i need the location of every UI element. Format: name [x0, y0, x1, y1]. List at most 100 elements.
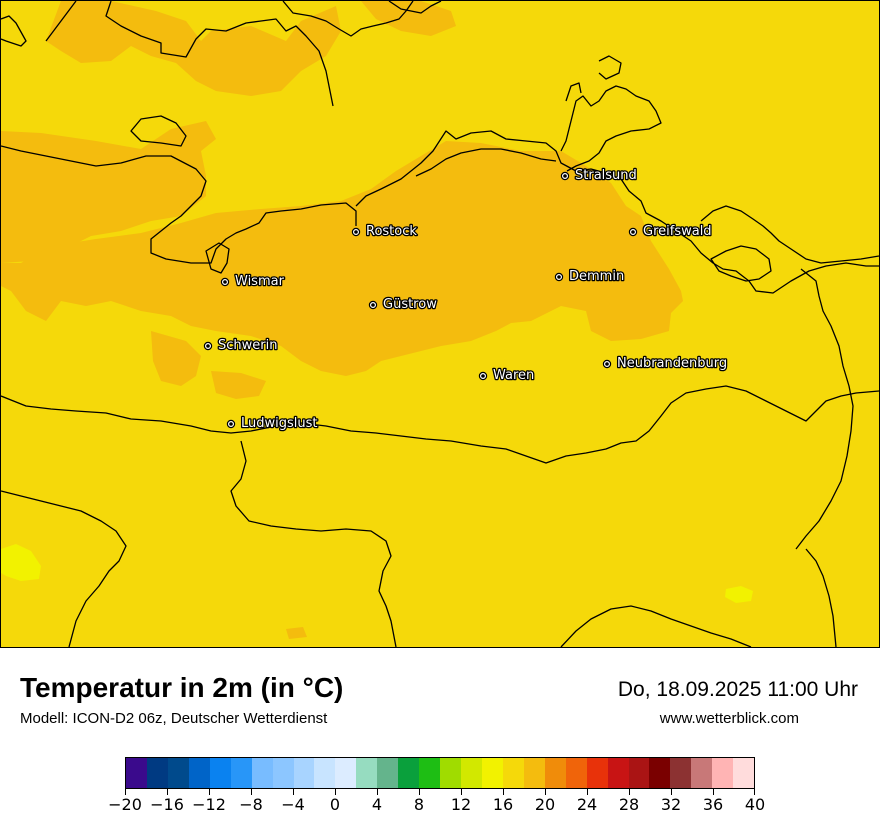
coastline-moen — [388, 1, 442, 14]
colorbar-tick — [419, 789, 420, 795]
website-link[interactable]: www.wetterblick.com — [659, 710, 799, 727]
colorbar-swatch — [356, 758, 378, 788]
city-marker: Rostock — [351, 223, 419, 240]
colorbar-tick-label: 24 — [576, 795, 598, 814]
colorbar-tick — [377, 789, 378, 795]
map-canvas: Stralsund Rostock Greifswald Wismar Demmin Gü… — [1, 1, 879, 647]
colorbar-tick — [293, 789, 294, 795]
city-dot-core — [605, 362, 609, 366]
forecast-datetime: Do, 18.09.2025 11:00 Uhr — [617, 678, 858, 701]
colorbar-tick-label: 4 — [371, 795, 383, 814]
colorbar-tick — [754, 789, 755, 795]
cool-patch-southwest — [1, 544, 41, 581]
colorbar-swatch — [670, 758, 692, 788]
city-dot-core — [481, 374, 485, 378]
state-border-west — [230, 440, 397, 647]
colorbar-swatch — [481, 758, 503, 788]
city-label: Greifswald — [643, 224, 712, 239]
colorbar-tick-label: 28 — [618, 795, 640, 814]
colorbar-tick — [713, 789, 714, 795]
colorbar-tick — [251, 789, 252, 795]
colorbar-tick-label: −20 — [108, 795, 142, 814]
city-label: Waren — [493, 368, 534, 383]
colorbar-swatch — [251, 758, 273, 788]
warm-region-east-islands — [361, 1, 456, 36]
colorbar-tick-label: 16 — [492, 795, 514, 814]
colorbar-swatch — [167, 758, 189, 788]
city-label: Güstrow — [383, 297, 437, 312]
colorbar-tick — [587, 789, 588, 795]
colorbar-swatch — [209, 758, 231, 788]
colorbar-tick-label: 32 — [660, 795, 682, 814]
colorbar-tick — [503, 789, 504, 795]
city-dot-core — [354, 230, 358, 234]
colorbar-swatch — [230, 758, 252, 788]
coastline-east — [795, 268, 854, 550]
colorbar-swatch — [126, 758, 147, 788]
colorbar-swatch — [628, 758, 650, 788]
coastline-fehmarn — [130, 115, 187, 147]
city-marker: Neubrandenburg — [602, 355, 728, 372]
city-label: Rostock — [366, 224, 417, 239]
city-label: Wismar — [235, 274, 285, 289]
colorbar-tick-label: −16 — [150, 795, 184, 814]
coastline-zingst — [415, 148, 557, 177]
city-marker: Schwerin — [203, 337, 279, 354]
city-marker: Demmin — [554, 268, 625, 285]
colorbar-swatch — [565, 758, 587, 788]
colorbar-tick-label: −4 — [281, 795, 305, 814]
colorbar-tick-label: 12 — [450, 795, 472, 814]
colorbar-swatch — [335, 758, 357, 788]
city-marker: Güstrow — [368, 296, 438, 313]
city-dot-core — [206, 344, 210, 348]
coastline-lolland — [45, 1, 334, 107]
city-marker: Wismar — [220, 273, 286, 290]
colorbar-tick — [629, 789, 630, 795]
state-border-south — [560, 605, 752, 647]
colorbar-tick-label: 20 — [534, 795, 556, 814]
colorbar-swatch — [607, 758, 629, 788]
city-marker: Ludwigslust — [226, 415, 319, 432]
colorbar-tick — [209, 789, 210, 795]
colorbar-ticks: −20 −16 −12 −8 −4 0 4 8 12 16 20 24 28 32 36 40 — [108, 789, 765, 819]
colorbar-swatch — [188, 758, 210, 788]
state-border-mv — [1, 385, 879, 464]
colorbar-swatch — [733, 758, 755, 788]
map-footer: Temperatur in 2m (in °C) Modell: ICON-D2… — [0, 648, 880, 830]
city-dot-core — [557, 275, 561, 279]
city-marker: Waren — [478, 367, 536, 384]
colorbar-swatch — [314, 758, 336, 788]
colorbar-swatch — [377, 758, 399, 788]
coastline-falster — [282, 1, 414, 37]
colorbar-tick-label: −8 — [239, 795, 263, 814]
cool-patch-southeast — [725, 586, 753, 603]
colorbar-tick — [125, 789, 126, 795]
colorbar-swatch — [502, 758, 524, 788]
state-border-east-brandenburg — [805, 548, 837, 647]
colorbar-tick-label: 36 — [702, 795, 724, 814]
city-label: Demmin — [569, 269, 624, 284]
colorbar-tick — [545, 789, 546, 795]
city-label: Ludwigslust — [241, 416, 318, 431]
coastline-mecklenburg — [1, 130, 879, 294]
city-label: Stralsund — [575, 168, 637, 183]
warm-region-ludwigslust-patch — [211, 371, 266, 399]
colorbar-swatch — [398, 758, 420, 788]
colorbar-tick-label: −12 — [192, 795, 226, 814]
warm-region-west-lobe — [151, 331, 201, 386]
coastline-ruegen-north — [565, 55, 622, 102]
city-dot-core — [229, 422, 233, 426]
colorbar-tick — [335, 789, 336, 795]
coastline-poel — [205, 242, 230, 274]
colorbar-tick-label: 40 — [744, 795, 766, 814]
colorbar-tick-label: 8 — [413, 795, 425, 814]
colorbar-tick-label: 0 — [329, 795, 341, 814]
city-dot-core — [371, 303, 375, 307]
city-dot-core — [223, 280, 227, 284]
city-dot-core — [631, 230, 635, 234]
cool-temperature-regions — [1, 544, 753, 603]
model-info: Modell: ICON-D2 06z, Deutscher Wetterdie… — [20, 710, 328, 727]
colorbar-swatch — [146, 758, 168, 788]
colorbar-swatch — [523, 758, 545, 788]
colorbar-swatch — [419, 758, 441, 788]
